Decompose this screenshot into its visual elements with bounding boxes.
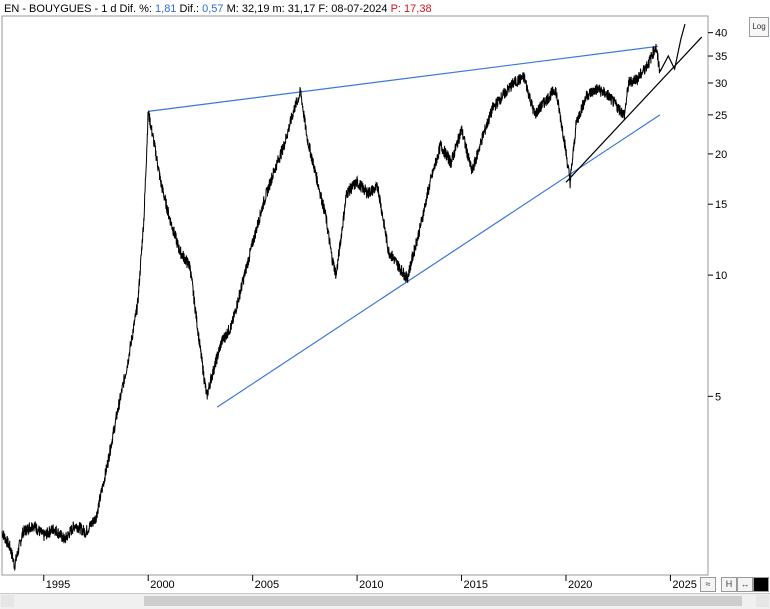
dif-pct-label: Dif. %: xyxy=(119,3,152,15)
x-tick-label: 2025 xyxy=(672,579,696,591)
y-tick-label: 35 xyxy=(715,51,727,63)
y-tick-label: 25 xyxy=(715,110,727,122)
x-tick-label: 2020 xyxy=(568,579,592,591)
max-label: M: xyxy=(226,3,239,15)
axes-layer xyxy=(1,15,713,581)
price-label: P: xyxy=(390,3,401,15)
link-icon[interactable]: ≈ xyxy=(700,577,716,592)
min-label: m: xyxy=(272,3,285,15)
scroll-thumb[interactable] xyxy=(144,596,742,606)
price-series-layer xyxy=(1,23,686,572)
price-value: 17,38 xyxy=(404,3,432,15)
log-scale-toggle[interactable]: Log xyxy=(749,17,769,37)
chart-header: EN - BOUYGUES - 1 d Dif. %: 1,81 Dif.: 0… xyxy=(4,3,432,15)
x-tick-label: 2010 xyxy=(359,579,383,591)
h-scale-icon[interactable]: H xyxy=(721,577,737,592)
max-value: 32,19 xyxy=(241,3,270,15)
dif-label: Dif.: xyxy=(179,3,200,15)
range-icon[interactable]: ↔ xyxy=(737,577,753,592)
date-label: F: xyxy=(318,3,329,15)
dif-value: 0,57 xyxy=(202,3,224,15)
plot-frame xyxy=(1,15,709,576)
fill-square-icon[interactable] xyxy=(753,577,769,592)
dif-pct-value: 1,81 xyxy=(155,3,177,15)
price-line xyxy=(1,43,661,572)
trendline-black xyxy=(565,36,703,183)
trendline-blue xyxy=(216,114,661,408)
horizontal-scrollbar[interactable] xyxy=(0,593,770,609)
date-value: 08-07-2024 xyxy=(331,3,388,15)
trendline-layer xyxy=(148,36,703,408)
scroll-left-icon[interactable] xyxy=(1,595,14,607)
trendline-blue xyxy=(148,45,658,112)
period-label: 1 d xyxy=(101,3,117,15)
y-tick-label: 10 xyxy=(715,270,727,282)
x-tick-label: 1995 xyxy=(46,579,70,591)
projection-line xyxy=(659,23,686,72)
y-tick-label: 15 xyxy=(715,199,727,211)
scroll-right-icon[interactable] xyxy=(756,595,769,607)
min-value: 31,17 xyxy=(287,3,316,15)
y-tick-label: 40 xyxy=(715,28,727,40)
x-tick-label: 2000 xyxy=(150,579,174,591)
y-tick-label: 5 xyxy=(715,391,721,403)
instrument-name: EN - BOUYGUES - xyxy=(4,3,99,15)
x-tick-label: 2015 xyxy=(464,579,488,591)
y-tick-label: 20 xyxy=(715,149,727,161)
y-tick-label: 30 xyxy=(715,78,727,90)
x-tick-label: 2005 xyxy=(255,579,279,591)
